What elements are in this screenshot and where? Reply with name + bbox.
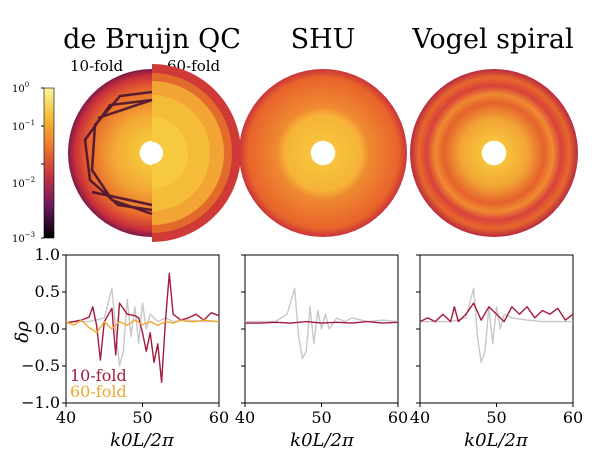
line-plots: 40 50 601.00.50.0−0.5−1.040 50 60 40 50 60 bbox=[21, 245, 583, 427]
cbar-tick-0: 100 bbox=[12, 81, 29, 95]
title-de-bruijn: de Bruijn QC bbox=[63, 24, 241, 55]
y-tick-label: 0.0 bbox=[35, 319, 60, 338]
y-tick-label: −0.5 bbox=[21, 356, 60, 375]
series-reference bbox=[420, 287, 573, 363]
axes-frame bbox=[419, 254, 574, 404]
cbar-tick-2: 10−2 bbox=[12, 176, 35, 190]
disk-de-bruijn bbox=[68, 64, 241, 242]
x-tick-label: 50 bbox=[311, 408, 331, 427]
xlabel-2: k0L/2π bbox=[290, 430, 355, 451]
x-tick-label: 40 bbox=[410, 408, 430, 427]
y-tick-label: 1.0 bbox=[35, 245, 60, 264]
xlabel-3: k0L/2π bbox=[464, 430, 529, 451]
colorbar bbox=[43, 87, 55, 239]
legend-60-fold: 60-fold bbox=[70, 382, 127, 401]
title-vogel: Vogel spiral bbox=[411, 24, 573, 55]
cbar-tick-1: 10−1 bbox=[12, 119, 35, 133]
y-tick-label: 0.5 bbox=[35, 282, 60, 301]
disk-shu bbox=[239, 69, 407, 237]
title-shu: SHU bbox=[291, 24, 356, 55]
xlabel-1: k0L/2π bbox=[110, 430, 175, 451]
series-10-fold bbox=[245, 320, 399, 324]
x-tick-label: 60 bbox=[209, 408, 229, 427]
series-10-fold bbox=[65, 272, 220, 383]
series-10-fold bbox=[419, 302, 574, 323]
legend-10-fold: 10-fold bbox=[70, 366, 127, 385]
x-tick-label: 60 bbox=[563, 408, 583, 427]
colorbar-ticks: 100 10−1 10−2 10−3 bbox=[12, 81, 44, 245]
x-tick-label: 50 bbox=[486, 408, 506, 427]
x-tick-label: 50 bbox=[132, 408, 152, 427]
x-tick-label: 40 bbox=[235, 408, 255, 427]
label-10-fold-top: 10-fold bbox=[70, 57, 124, 75]
x-tick-label: 40 bbox=[56, 408, 76, 427]
series-60-fold bbox=[65, 319, 220, 334]
y-tick-label: −1.0 bbox=[21, 393, 60, 412]
cbar-tick-3: 10−3 bbox=[12, 231, 35, 245]
ylabel: δρ bbox=[12, 321, 33, 343]
x-tick-label: 60 bbox=[388, 408, 408, 427]
series-reference bbox=[66, 287, 219, 367]
disk-vogel bbox=[410, 69, 578, 237]
series-reference bbox=[245, 287, 399, 360]
